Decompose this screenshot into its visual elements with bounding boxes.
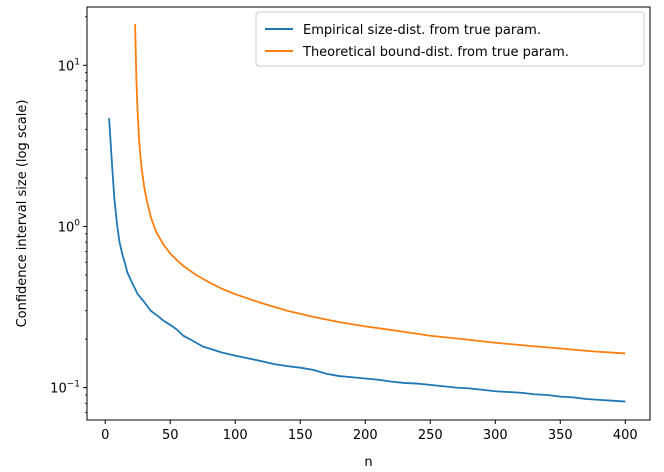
x-tick-label: 0 xyxy=(101,428,109,443)
x-tick-label: 400 xyxy=(613,428,638,443)
x-tick-label: 150 xyxy=(288,428,313,443)
x-tick-label: 300 xyxy=(483,428,508,443)
x-tick-label: 250 xyxy=(418,428,443,443)
y-tick-label: 10−1 xyxy=(50,380,80,397)
legend-label: Theoretical bound-dist. from true param. xyxy=(302,45,569,60)
x-axis-label: n xyxy=(364,455,372,470)
y-axis-label: Confidence interval size (log scale) xyxy=(15,100,30,328)
legend-label: Empirical size-dist. from true param. xyxy=(303,23,541,38)
x-tick-label: 50 xyxy=(162,428,179,443)
series-line-theoretical xyxy=(134,24,626,355)
y-tick-label: 101 xyxy=(58,57,80,74)
x-tick-label: 100 xyxy=(223,428,248,443)
series-lines xyxy=(108,24,626,403)
y-tick-label: 100 xyxy=(58,218,81,235)
legend: Empirical size-dist. from true param. The… xyxy=(255,11,645,67)
x-tick-label: 200 xyxy=(353,428,378,443)
series-line-empirical xyxy=(108,118,626,403)
legend-box xyxy=(255,11,645,67)
plot-frame xyxy=(86,6,651,421)
x-tick-label: 350 xyxy=(548,428,573,443)
